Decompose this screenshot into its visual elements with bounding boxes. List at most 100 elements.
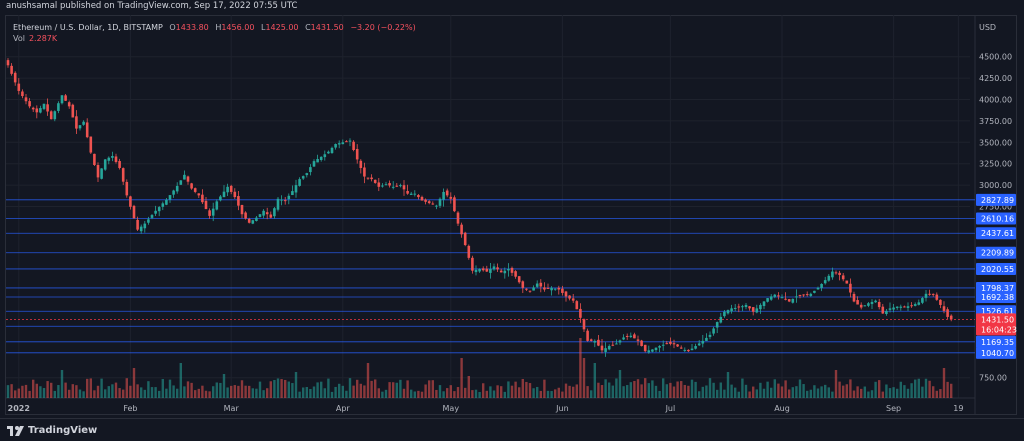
low-label: L [260,23,266,32]
volume-bar [428,380,431,398]
volume-bar [557,387,560,398]
price-level-label: 2209.89 [981,249,1014,258]
volume-bar [363,385,366,398]
candle-body [928,293,931,295]
volume-bar [442,391,445,398]
volume-bar [597,382,600,398]
volume-bar [662,378,665,398]
candle-body [525,288,528,290]
candle-body [190,183,193,189]
candle-body [701,340,705,344]
volume-bar [179,363,182,398]
volume-bar [93,390,96,398]
x-tick-label: Aug [774,404,790,413]
volume-bar [392,382,395,398]
volume-bar [906,388,910,398]
candle-body [802,294,805,296]
volume-bar [680,381,683,398]
volume-bar [554,389,557,398]
volume-bar [910,383,913,398]
chart-area[interactable] [5,15,1017,415]
volume-bar [39,386,42,398]
candle-body [222,191,226,198]
volume-bar [204,390,208,398]
candle-body [269,214,273,218]
candle-body [6,60,10,66]
candle-body [557,287,561,290]
volume-bar [334,386,337,398]
candle-body [539,282,543,287]
volume-bar [201,385,204,398]
candle-body [409,193,413,195]
price-level-label: 2827.89 [981,196,1014,205]
volume-bar [287,381,290,398]
candle-body [744,304,748,308]
volume-bar [798,379,802,398]
candle-body [100,168,103,179]
volume-bar [568,385,571,398]
volume-bar [586,386,589,398]
candle-body [471,257,474,271]
candle-body [201,194,204,203]
candle-body [276,198,280,210]
x-tick-label: Jun [555,404,569,413]
candle-body [766,298,769,302]
volume-bar [683,384,686,398]
volume-bar [856,386,859,398]
candle-body [521,281,525,288]
candle-body [183,174,186,180]
candle-body [309,167,312,173]
candle-body [859,304,863,308]
candle-body [834,272,838,274]
volume-bar [96,385,100,398]
candle-body [791,298,795,303]
volume-bar [788,389,791,398]
price-level-label: 1040.70 [981,349,1014,358]
candle-body [420,196,424,201]
candle-body [57,103,60,111]
volume-bar [507,381,510,398]
candle-body [31,107,35,110]
volume-bar [75,385,78,398]
candle-body [291,191,294,196]
candle-body [503,270,507,274]
candle-body [384,184,388,186]
volume-bar [892,387,895,398]
volume-bar [669,382,672,398]
volume-bar [291,383,294,398]
volume-bar [28,390,31,398]
price-level-label: 1798.37 [981,284,1014,293]
candle-body [496,267,499,270]
candle-body [424,199,427,202]
volume-bar [237,385,240,398]
candle-body [334,144,337,148]
volume-bar [752,386,755,398]
y-tick-label: 3750.00 [979,117,1012,126]
candle-body [550,287,553,291]
y-tick-label: 4000.00 [979,96,1012,105]
volume-bar [482,383,485,398]
volume-bar [309,388,312,398]
volume-bar [417,390,420,398]
volume-bar [644,378,647,398]
volume-bar [208,391,211,398]
volume-bar [107,386,110,398]
last-price-tag [976,313,1016,336]
candle-body [708,334,712,337]
candle-body [377,182,381,187]
volume-bar [370,380,373,398]
tradingview-brand[interactable]: TradingView [28,425,98,436]
volume-bar [453,391,456,398]
volume-bar [842,385,845,398]
volume-bar [273,379,276,398]
candle-body [352,141,355,151]
candle-body [805,294,809,296]
volume-bar [712,382,715,398]
candle-body [46,104,49,112]
candle-body [809,293,813,296]
tradingview-logo-icon[interactable] [7,425,25,437]
candle-body [888,308,892,310]
volume-bar [298,391,301,398]
y-tick-label: 750.00 [979,374,1007,383]
